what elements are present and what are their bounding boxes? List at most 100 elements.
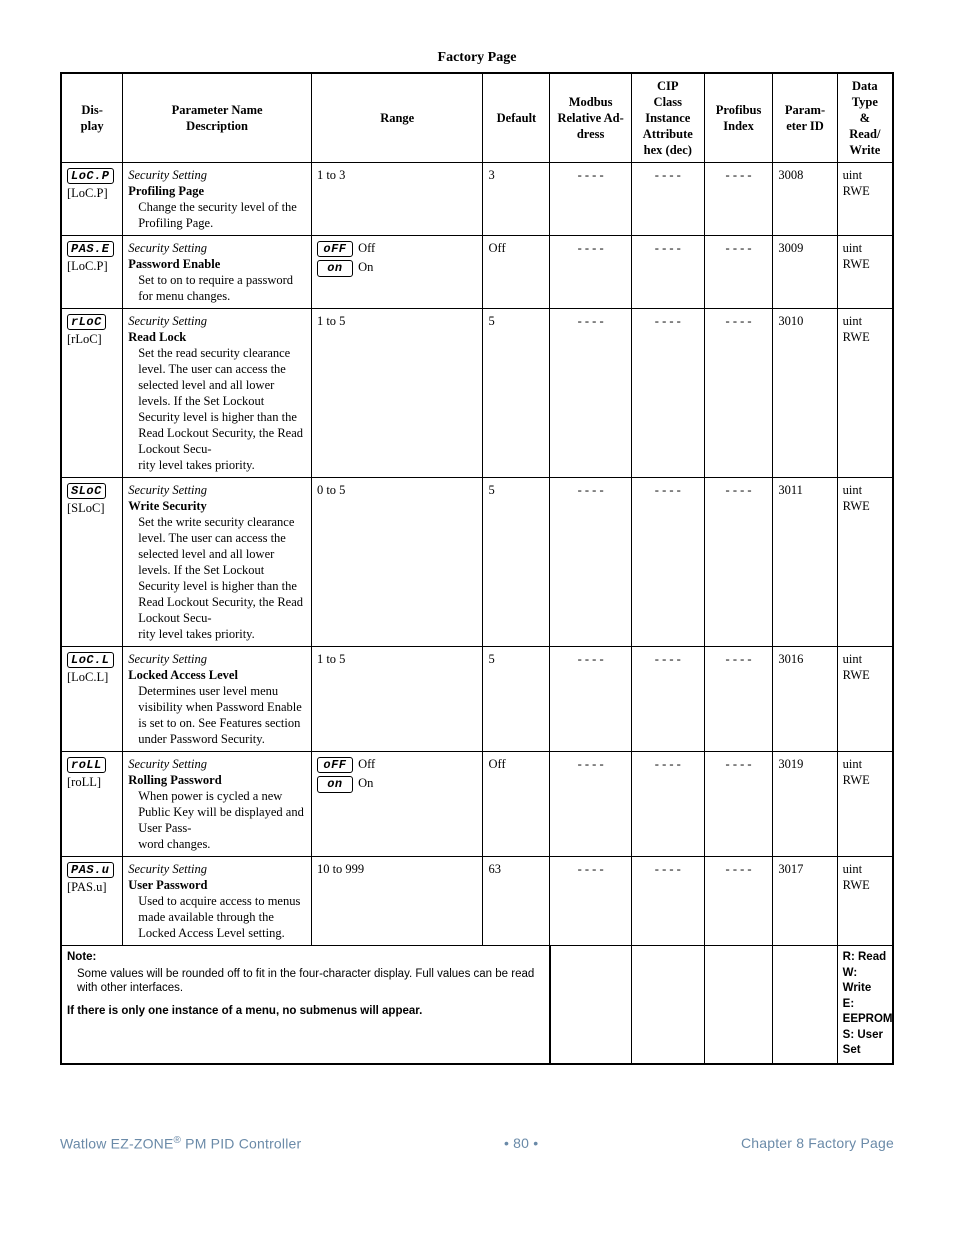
page-footer: Watlow EZ-ZONE® PM PID Controller • 80 •… [60,1135,894,1152]
range-text: 0 to 5 [317,483,345,497]
table-row: roLL [roLL] Security Setting Rolling Passwo… [61,752,893,857]
segment-display: rLoC [67,314,106,330]
range-text: 1 to 5 [317,652,345,666]
setting-category: Security Setting [128,862,207,876]
default-value: 5 [483,478,550,647]
setting-category: Security Setting [128,168,207,182]
table-row: rLoC [rLoC] Security Setting Read LockSet t… [61,309,893,478]
segment-display: SLoC [67,483,106,499]
parameter-name: Profiling Page [128,184,204,198]
profibus-index: - - - - [704,309,773,478]
profibus-index: - - - - [704,857,773,946]
profibus-index: - - - - [704,236,773,309]
note-label: Note: [67,951,96,963]
profibus-index: - - - - [704,752,773,857]
parameter-desc: Change the security level of the Profili… [128,199,306,231]
range-text: 1 to 5 [317,314,345,328]
range-option: on On [317,775,478,793]
col-modbus: ModbusRelative Ad-dress [550,73,631,163]
col-range: Range [311,73,483,163]
data-type: uintRWE [837,752,893,857]
note-empty [550,946,631,1064]
display-code: [SLoC] [67,501,105,515]
cip-attr: - - - - [631,478,704,647]
param-id: 3010 [773,309,837,478]
note-legend: R: ReadW: WriteE: EEPROMS: User Set [837,946,893,1064]
default-value: 5 [483,647,550,752]
profibus-index: - - - - [704,647,773,752]
range-option: oFF Off [317,756,478,774]
segment-display: LoC.L [67,652,114,668]
parameter-desc: Determines user level menu visibility wh… [128,683,306,747]
footer-mid: • 80 • [504,1135,538,1152]
display-code: [rLoC] [67,332,102,346]
note-empty [773,946,837,1064]
param-id: 3008 [773,163,837,236]
display-code: [PAS.u] [67,880,106,894]
modbus-addr: - - - - [550,163,631,236]
table-row: LoC.L [LoC.L] Security Setting Locked Acces… [61,647,893,752]
default-value: Off [483,236,550,309]
display-code: [LoC.L] [67,670,108,684]
range-text: 1 to 3 [317,168,345,182]
setting-category: Security Setting [128,314,207,328]
col-paramid: Param-eter ID [773,73,837,163]
range-option: on On [317,259,478,277]
modbus-addr: - - - - [550,309,631,478]
note-row: Note: Some values will be rounded off to … [61,946,893,1064]
parameter-name: Password Enable [128,257,220,271]
setting-category: Security Setting [128,652,207,666]
modbus-addr: - - - - [550,752,631,857]
display-code: [LoC.P] [67,186,108,200]
segment-display: PAS.u [67,862,114,878]
cip-attr: - - - - [631,752,704,857]
segment-display: roLL [67,757,106,773]
data-type: uintRWE [837,236,893,309]
data-type: uintRWE [837,163,893,236]
parameter-name: Locked Access Level [128,668,238,682]
segment-display: PAS.E [67,241,114,257]
footer-left: Watlow EZ-ZONE® PM PID Controller [60,1135,301,1152]
param-id: 3011 [773,478,837,647]
cip-attr: - - - - [631,857,704,946]
parameter-name: Write Security [128,499,207,513]
parameter-desc: Set the write security clearance level. … [128,514,306,642]
setting-category: Security Setting [128,483,207,497]
parameter-name: Rolling Password [128,773,221,787]
param-id: 3009 [773,236,837,309]
data-type: uintRWE [837,478,893,647]
setting-category: Security Setting [128,241,207,255]
default-value: Off [483,752,550,857]
table-header-row: Dis-play Parameter NameDescription Range… [61,73,893,163]
data-type: uintRWE [837,647,893,752]
setting-category: Security Setting [128,757,207,771]
table-row: SLoC [SLoC] Security Setting Write Security… [61,478,893,647]
col-default: Default [483,73,550,163]
default-value: 5 [483,309,550,478]
footer-right: Chapter 8 Factory Page [741,1135,894,1152]
default-value: 3 [483,163,550,236]
range-option: oFF Off [317,240,478,258]
col-profibus: ProfibusIndex [704,73,773,163]
note-body: Some values will be rounded off to fit i… [67,965,544,1004]
modbus-addr: - - - - [550,478,631,647]
profibus-index: - - - - [704,478,773,647]
parameter-name: Read Lock [128,330,186,344]
note-empty [704,946,773,1064]
cip-attr: - - - - [631,647,704,752]
profibus-index: - - - - [704,163,773,236]
default-value: 63 [483,857,550,946]
note-empty [631,946,704,1064]
factory-page-table: Dis-play Parameter NameDescription Range… [60,72,894,1065]
param-id: 3019 [773,752,837,857]
cip-attr: - - - - [631,236,704,309]
range-text: 10 to 999 [317,862,364,876]
col-display: Dis-play [61,73,123,163]
table-row: PAS.E [LoC.P] Security Setting Password Ena… [61,236,893,309]
table-row: PAS.u[PAS.u]Security SettingUser Passwor… [61,857,893,946]
display-code: [LoC.P] [67,259,108,273]
display-code: [roLL] [67,775,101,789]
page-title: Factory Page [60,50,894,66]
segment-display: LoC.P [67,168,114,184]
parameter-desc: Set the read security clearance level. T… [128,345,306,473]
